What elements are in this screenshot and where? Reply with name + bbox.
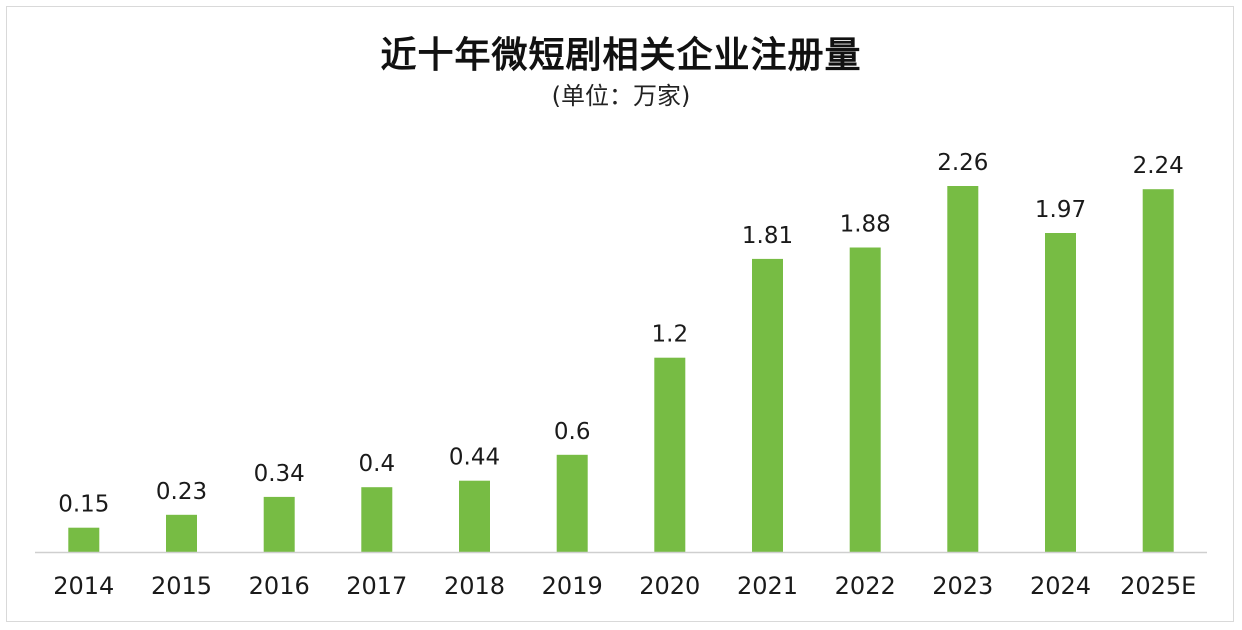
x-tick-label-2025E: 2025E <box>1120 572 1196 600</box>
value-label-2023: 2.26 <box>937 150 988 176</box>
bar-2020 <box>654 357 686 552</box>
bar-2017 <box>361 487 393 552</box>
bar-2014 <box>68 527 100 552</box>
value-label-2014: 0.15 <box>58 492 109 518</box>
value-label-2021: 1.81 <box>742 223 793 249</box>
bar-2018 <box>459 480 490 552</box>
value-label-2016: 0.34 <box>254 461 305 487</box>
bar-2015 <box>166 514 197 552</box>
value-label-2024: 1.97 <box>1035 197 1086 223</box>
x-tick-label-2022: 2022 <box>835 572 896 600</box>
chart-title: 近十年微短剧相关企业注册量 <box>380 35 862 76</box>
x-tick-label-2021: 2021 <box>737 572 798 600</box>
chart-subtitle: (单位：万家) <box>551 82 691 110</box>
bar-2022 <box>849 247 881 552</box>
x-tick-label-2016: 2016 <box>249 572 310 600</box>
value-label-2018: 0.44 <box>449 445 500 471</box>
x-tick-label-2024: 2024 <box>1030 572 1091 600</box>
value-labels-group: 0.15 0.23 0.34 0.4 0.44 0.6 1.2 1.81 1.88 2.26 1.9… <box>58 150 1184 518</box>
bar-2024 <box>1045 233 1076 552</box>
bar-2025E <box>1142 189 1174 552</box>
x-tick-label-2015: 2015 <box>151 572 212 600</box>
value-label-2015: 0.23 <box>156 479 207 505</box>
bar-2019 <box>556 454 588 552</box>
bar-2021 <box>752 258 783 552</box>
value-label-2022: 1.88 <box>840 212 891 238</box>
chart-frame <box>6 6 1234 622</box>
value-label-2025E: 2.24 <box>1133 153 1184 179</box>
x-tick-label-2020: 2020 <box>639 572 700 600</box>
x-tick-labels-group: 2014 2015 2016 2017 2018 2019 2020 2021 2022 2023… <box>53 572 1196 600</box>
bars-group <box>68 186 1174 552</box>
bar-2023 <box>947 186 979 552</box>
x-tick-label-2014: 2014 <box>53 572 114 600</box>
x-tick-label-2023: 2023 <box>932 572 993 600</box>
value-label-2017: 0.4 <box>359 451 396 477</box>
bar-2016 <box>263 496 295 552</box>
value-label-2020: 1.2 <box>652 322 689 348</box>
x-tick-label-2017: 2017 <box>346 572 407 600</box>
value-label-2019: 0.6 <box>554 419 591 445</box>
x-tick-label-2019: 2019 <box>542 572 603 600</box>
x-tick-label-2018: 2018 <box>444 572 505 600</box>
